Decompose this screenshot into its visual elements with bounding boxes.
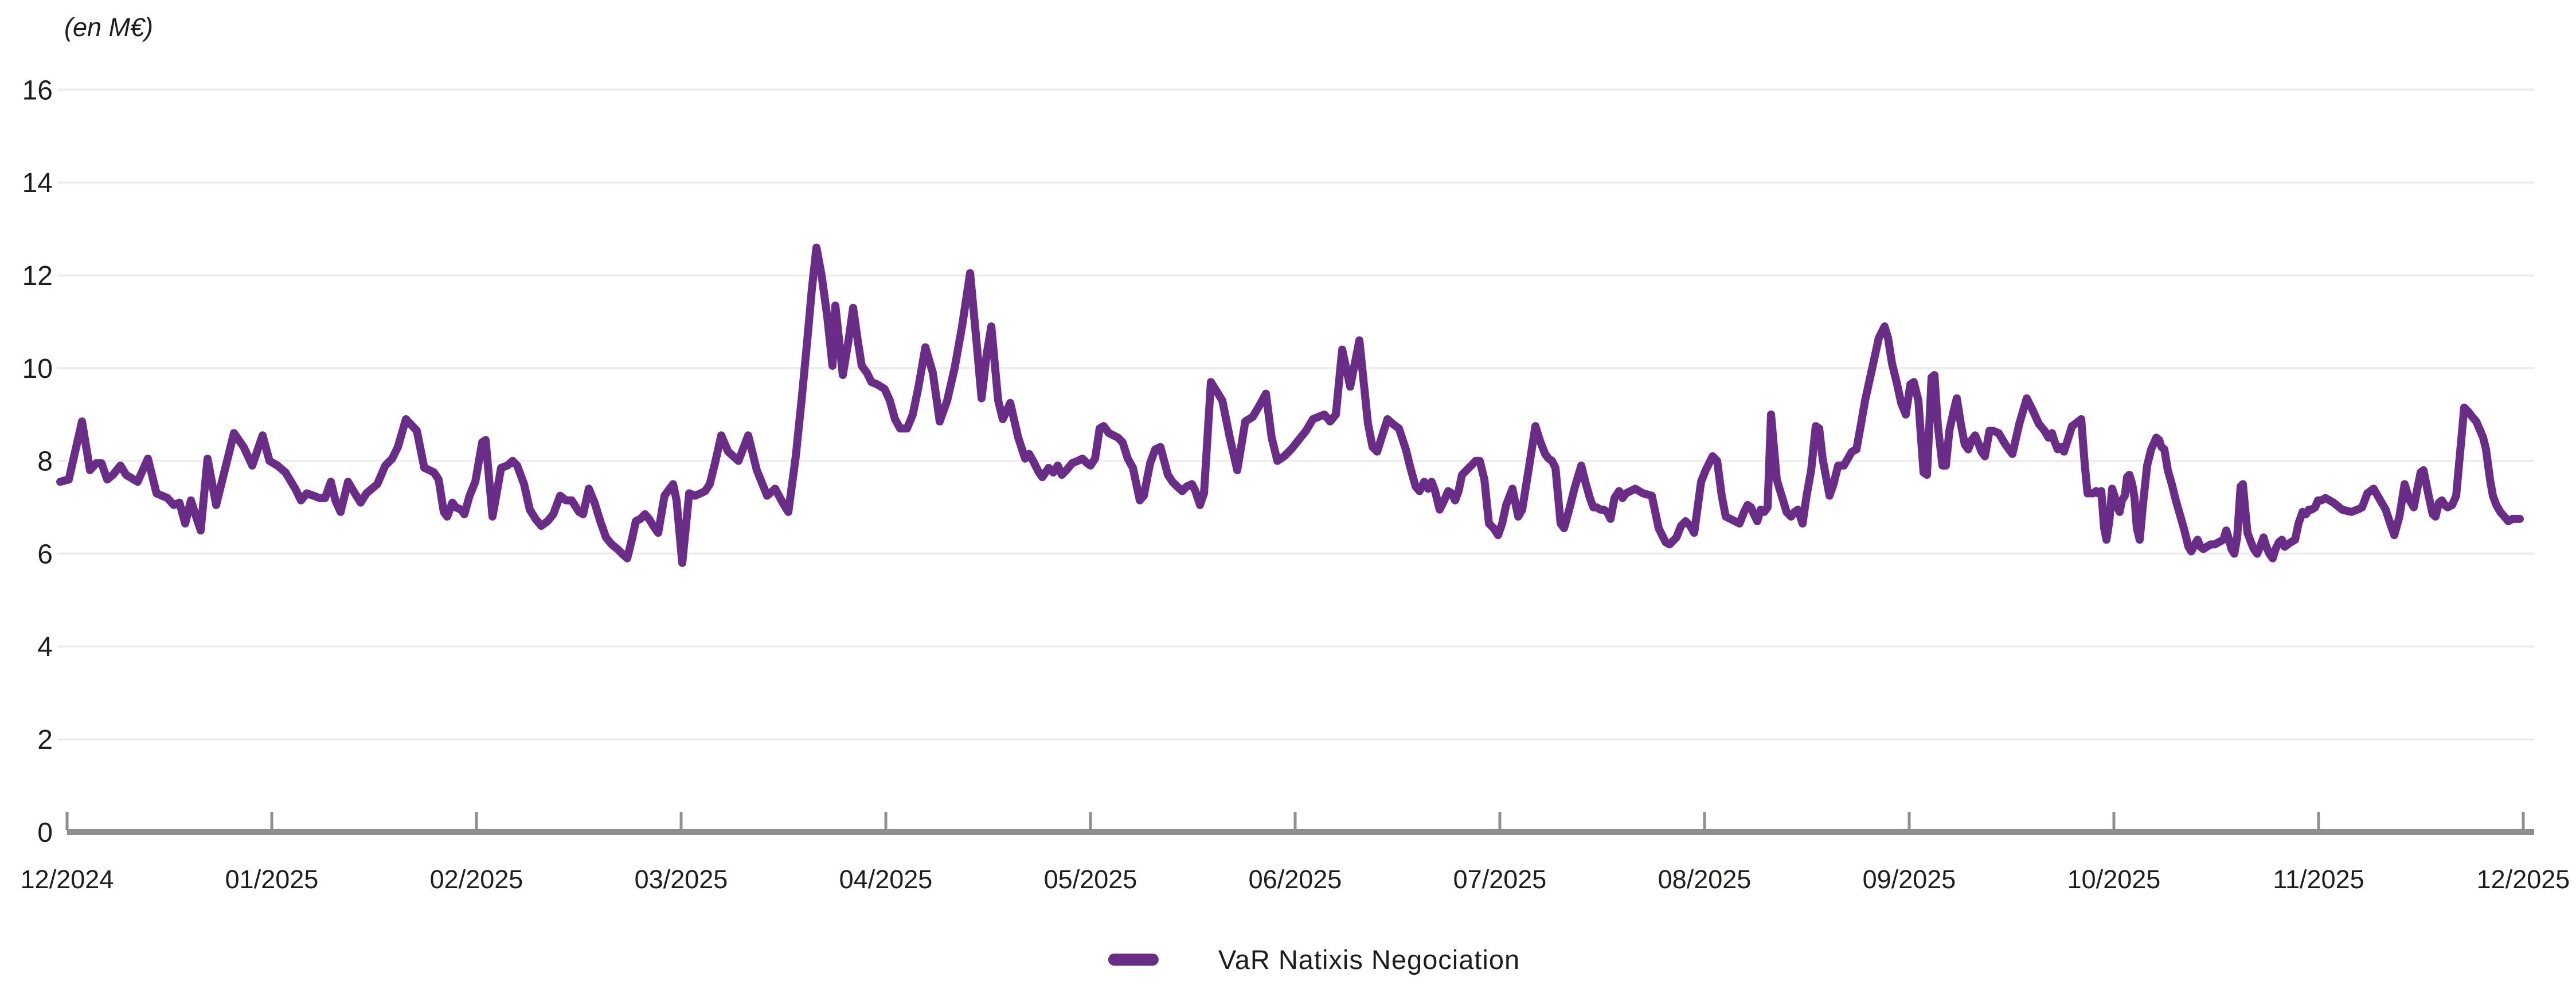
series-line-var-natixis-negociation: [56, 243, 2524, 567]
y-tick-label-14: 14: [22, 168, 53, 198]
y-tick-label-8: 8: [37, 447, 53, 477]
x-tick-label-04/2025: 04/2025: [839, 865, 933, 894]
y-tick-label-16: 16: [22, 75, 53, 106]
x-tick-label-09/2025: 09/2025: [1863, 865, 1956, 894]
x-tick-label-12/2025: 12/2025: [2477, 865, 2570, 894]
y-tick-label-10: 10: [22, 354, 53, 384]
legend-label: VaR Natixis Negociation: [1218, 944, 1520, 975]
x-tick-label-07/2025: 07/2025: [1453, 865, 1547, 894]
x-tick-label-12/2024: 12/2024: [21, 865, 114, 894]
x-tick-label-01/2025: 01/2025: [225, 865, 319, 894]
x-tick-label-11/2025: 11/2025: [2273, 865, 2364, 894]
y-tick-label-2: 2: [37, 725, 53, 755]
y-axis-unit-label: (en M€): [64, 13, 154, 42]
y-tick-label-4: 4: [37, 632, 53, 662]
x-tick-label-05/2025: 05/2025: [1044, 865, 1137, 894]
y-tick-label-0: 0: [37, 818, 53, 848]
x-tick-label-08/2025: 08/2025: [1658, 865, 1752, 894]
x-tick-label-03/2025: 03/2025: [635, 865, 728, 894]
x-tick-label-06/2025: 06/2025: [1249, 865, 1342, 894]
x-tick-label-02/2025: 02/2025: [430, 865, 523, 894]
legend-item[interactable]: VaR Natixis Negociation: [1108, 944, 1520, 975]
y-tick-label-6: 6: [37, 539, 53, 569]
legend-line-swatch: [1108, 954, 1159, 966]
y-tick-label-12: 12: [22, 261, 53, 291]
x-tick-label-10/2025: 10/2025: [2067, 865, 2161, 894]
